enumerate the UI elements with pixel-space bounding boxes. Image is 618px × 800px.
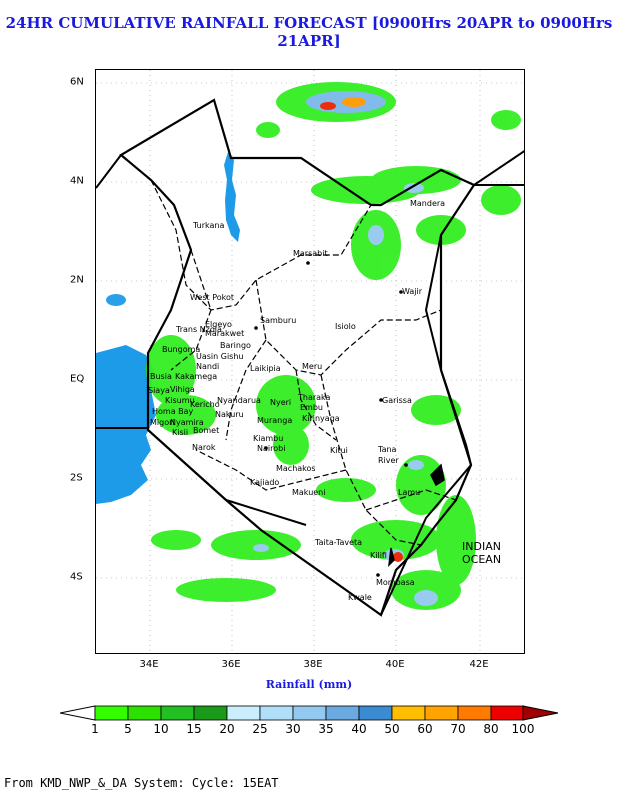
colorbar-label: 30 <box>285 722 301 736</box>
colorbar-swatch <box>292 705 327 721</box>
county-label: Kajiado <box>250 478 280 487</box>
county-label: Kisii <box>172 428 189 437</box>
county-label: Kilifi <box>370 551 387 560</box>
county-label: Mandera <box>410 199 446 208</box>
y-tick-label: 4N <box>70 175 84 187</box>
colorbar-label: 20 <box>219 722 235 736</box>
y-tick-label: EQ <box>70 373 85 385</box>
county-label: Homa Bay <box>152 407 194 416</box>
county-label: Nyamira <box>170 418 204 427</box>
x-tick-label: 38E <box>303 659 323 670</box>
colorbar-swatch <box>325 705 360 721</box>
colorbar-swatch <box>226 705 261 721</box>
colorbar-low-arrow <box>60 705 96 721</box>
colorbar-label: 35 <box>318 722 334 736</box>
county-label: Baringo <box>220 341 251 350</box>
colorbar-swatch <box>391 705 426 721</box>
county-label: Garissa <box>382 396 412 405</box>
county-label: Muranga <box>257 416 293 425</box>
county-label: Machakos <box>276 464 316 473</box>
county-label: Migori <box>150 418 175 427</box>
county-label: Narok <box>192 443 216 452</box>
colorbar-high-arrow <box>522 705 559 721</box>
colorbar-swatch <box>127 705 162 721</box>
county-label: Uasin Gishu <box>196 352 244 361</box>
colorbar-swatch <box>424 705 459 721</box>
county-label: Samburu <box>260 316 297 325</box>
colorbar-label: 25 <box>252 722 268 736</box>
colorbar-label: 10 <box>153 722 169 736</box>
colorbar-label: 100 <box>511 722 535 736</box>
y-tick-label: 2S <box>70 472 83 484</box>
county-label: Taita-Taveta <box>315 538 363 547</box>
ocean-label-line2: OCEAN <box>462 553 502 566</box>
county-label: Kakamega <box>175 372 218 381</box>
colorbar-swatch <box>490 705 525 721</box>
county-label: Marsabit <box>293 249 328 258</box>
county-label: Busia <box>150 372 172 381</box>
y-tick-label: 4S <box>70 571 83 583</box>
county-label: Lamu <box>398 488 421 497</box>
county-label: Turkana <box>193 221 225 230</box>
colorbar-swatch <box>358 705 393 721</box>
county-label: Siaya <box>148 386 170 395</box>
colorbar-label: 70 <box>450 722 466 736</box>
colorbar-swatch <box>457 705 492 721</box>
county-label: Elgeyo Marakwet <box>205 320 245 338</box>
county-label: Nairobi <box>257 444 286 453</box>
county-label: Makueni <box>292 488 326 497</box>
ocean-label: INDIAN OCEAN <box>462 540 501 566</box>
county-label: Nyandarua <box>217 396 261 405</box>
colorbar-label: 80 <box>483 722 499 736</box>
county-label: Trans Nzoia <box>176 325 222 334</box>
colorbar-swatch <box>160 705 195 721</box>
county-label: Kitui <box>330 446 348 455</box>
map-title: 24HR CUMULATIVE RAINFALL FORECAST [0900H… <box>5 14 613 50</box>
ocean-label-line1: INDIAN <box>462 540 501 553</box>
county-label: Embu <box>300 403 323 412</box>
colorbar-swatch <box>193 705 228 721</box>
x-tick-label: 42E <box>469 659 489 670</box>
colorbar-label: 5 <box>124 722 132 736</box>
county-label: Kirinyaga <box>302 414 340 423</box>
county-label: Wajir <box>402 287 423 296</box>
county-label: West Pokot <box>190 293 235 302</box>
rainfall-map <box>95 69 525 654</box>
colorbar <box>60 705 559 721</box>
y-tick-label: 6N <box>70 76 84 88</box>
x-axis-title: Rainfall (mm) <box>265 678 353 691</box>
colorbar-label: 40 <box>351 722 367 736</box>
colorbar-label: 1 <box>91 722 99 736</box>
county-label: Kisumu <box>165 396 195 405</box>
county-label: Isiolo <box>335 322 356 331</box>
county-label: Mombasa <box>376 578 415 587</box>
x-tick-label: 34E <box>139 659 159 670</box>
county-label: Bungoma <box>162 345 201 354</box>
county-label: Nandi <box>196 362 220 371</box>
county-label: Meru <box>302 362 323 371</box>
county-label: Nakuru <box>215 410 244 419</box>
county-label: Nyeri <box>270 398 292 407</box>
colorbar-swatch <box>94 705 129 721</box>
colorbar-swatch <box>259 705 294 721</box>
county-label: Tana River <box>378 445 399 465</box>
x-tick-label: 40E <box>385 659 405 670</box>
county-label: Bomet <box>193 426 220 435</box>
colorbar-label: 15 <box>186 722 202 736</box>
x-tick-label: 36E <box>221 659 241 670</box>
y-tick-label: 2N <box>70 274 84 286</box>
county-label: Kiambu <box>253 434 284 443</box>
colorbar-label: 50 <box>384 722 400 736</box>
map-canvas <box>96 70 524 653</box>
footer-source: From KMD_NWP_&_DA System: Cycle: 15EAT <box>4 776 279 790</box>
colorbar-label: 60 <box>417 722 433 736</box>
county-label: Kericho <box>190 400 220 409</box>
county-label: Kwale <box>348 593 372 602</box>
county-label: Tharaka <box>298 393 331 402</box>
county-label: Vihiga <box>170 385 195 394</box>
county-label: Laikipia <box>250 364 281 373</box>
